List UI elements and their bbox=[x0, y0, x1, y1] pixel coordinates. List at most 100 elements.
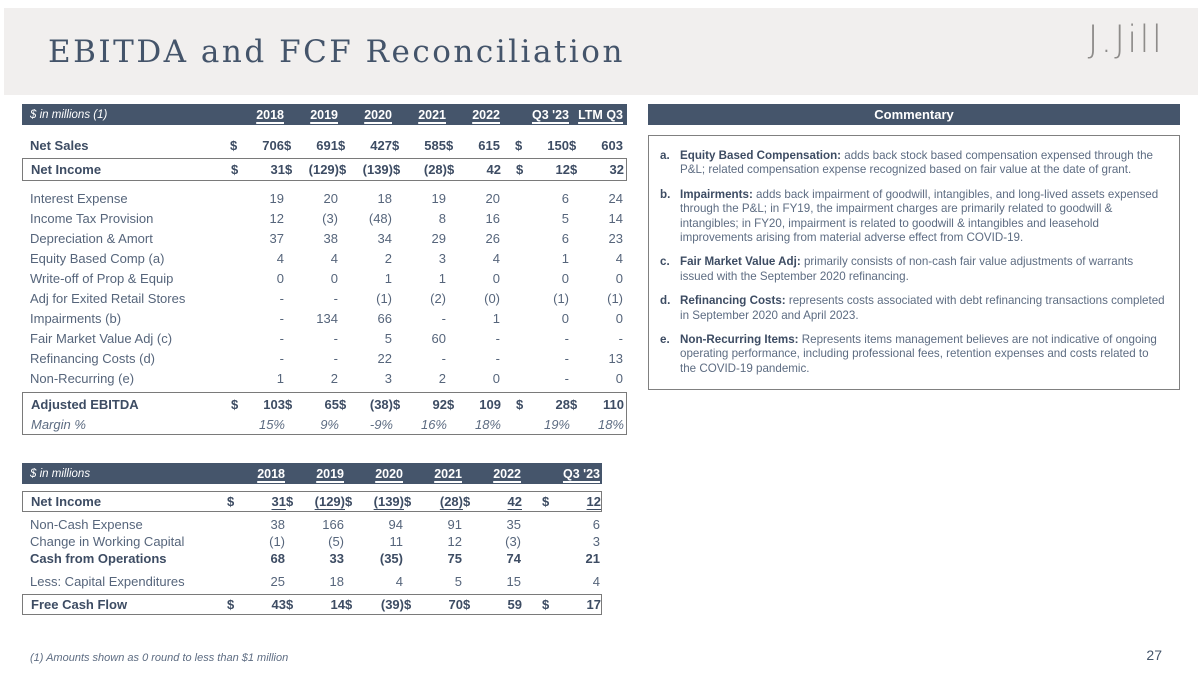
currency-symbol: $ bbox=[516, 162, 524, 177]
row-label: Impairments (b) bbox=[30, 310, 122, 326]
currency-symbol: $ bbox=[516, 396, 524, 412]
value-cell: - bbox=[230, 311, 284, 326]
cell-value: 91 bbox=[447, 517, 462, 532]
value-cell: 26 bbox=[446, 231, 500, 246]
cell-value: 20 bbox=[485, 190, 500, 206]
value-cell: 134 bbox=[284, 311, 338, 326]
currency-symbol: $ bbox=[392, 137, 400, 153]
cell-value: 24 bbox=[608, 190, 623, 206]
cell-value: (38) bbox=[369, 396, 393, 412]
value-cell: 4 bbox=[230, 251, 284, 266]
currency-symbol: $ bbox=[227, 597, 235, 612]
value-cell: 16 bbox=[446, 211, 500, 226]
cell-value: 3 bbox=[592, 534, 600, 549]
cell-value: 6 bbox=[561, 190, 569, 206]
table-row: Adj for Exited Retail Stores - - (1) (2) (0) (… bbox=[22, 288, 627, 308]
value-cell: 24 bbox=[569, 191, 623, 206]
value-cell: 1 bbox=[446, 311, 500, 326]
value-cell: 0 bbox=[569, 371, 623, 386]
cell-value: 42 bbox=[507, 494, 522, 509]
cell-value: (39) bbox=[380, 597, 404, 612]
commentary-item-text: Refinancing Costs: represents costs asso… bbox=[680, 294, 1167, 323]
cell-value: 59 bbox=[507, 597, 522, 612]
cell-value: 22 bbox=[377, 350, 392, 366]
cell-value: 427 bbox=[370, 137, 392, 153]
cell-value: 3 bbox=[384, 370, 392, 386]
table-row: Cash from Operations 68 33 (35) 75 74 21 bbox=[22, 550, 602, 567]
cell-value: 31 bbox=[271, 494, 286, 509]
cell-value: - bbox=[279, 310, 284, 326]
cell-value: 8 bbox=[438, 210, 446, 226]
value-cell: 6 bbox=[515, 231, 569, 246]
value-cell: 74 bbox=[462, 551, 521, 566]
value-cell: 33 bbox=[285, 551, 344, 566]
table-row: Interest Expense 19 20 18 19 20 6 24 bbox=[22, 188, 627, 208]
cell-value: (139) bbox=[373, 494, 404, 509]
commentary-item-body: primarily consists of non-cash fair valu… bbox=[680, 255, 1134, 283]
row-label: Margin % bbox=[31, 417, 86, 432]
value-cell: 5 bbox=[338, 331, 392, 346]
currency-symbol: $ bbox=[463, 597, 471, 612]
value-cell: $42 bbox=[463, 494, 522, 509]
value-cell: - bbox=[515, 331, 569, 346]
value-cell: $32 bbox=[570, 162, 624, 177]
cell-value: (139) bbox=[362, 162, 393, 177]
value-cell: 19% bbox=[516, 417, 570, 432]
cell-value: (5) bbox=[328, 534, 344, 549]
value-cell: - bbox=[230, 351, 284, 366]
commentary-item-letter: a. bbox=[660, 149, 670, 162]
value-cell: 4 bbox=[284, 251, 338, 266]
cell-value: (35) bbox=[379, 551, 403, 566]
table-row: Income Tax Provision 12 (3) (48) 8 16 5 14 bbox=[22, 208, 627, 228]
value-cell: (1) bbox=[226, 534, 285, 549]
commentary-item-lead: Fair Market Value Adj: bbox=[680, 255, 801, 269]
cell-value: (1) bbox=[553, 290, 569, 306]
value-cell: 18% bbox=[570, 417, 624, 432]
currency-symbol: $ bbox=[447, 396, 455, 412]
cell-value: 66 bbox=[377, 310, 392, 326]
value-cell: $ (139) bbox=[339, 162, 393, 177]
commentary-item: e. Non-Recurring Items: Represents items … bbox=[655, 333, 1167, 376]
cell-value: 14 bbox=[608, 210, 623, 226]
value-cell: $ (28) bbox=[404, 494, 463, 509]
table-row: Impairments (b) - 134 66 - 1 0 0 bbox=[22, 308, 627, 328]
row-label: Equity Based Comp (a) bbox=[30, 250, 165, 266]
cell-value: 1 bbox=[276, 370, 284, 386]
title-banner: EBITDA and FCF Reconciliation bbox=[4, 8, 1198, 95]
cell-value: 13 bbox=[608, 350, 623, 366]
value-cell: $70 bbox=[404, 597, 463, 612]
commentary-item: b. Impairments: adds back impairment of g… bbox=[655, 188, 1167, 246]
cell-value: 166 bbox=[322, 517, 344, 532]
column-header: 2021 bbox=[434, 466, 462, 481]
value-cell: (1) bbox=[515, 291, 569, 306]
value-cell: $59 bbox=[463, 597, 522, 612]
cell-value: 3 bbox=[438, 250, 446, 266]
value-cell: 4 bbox=[541, 574, 600, 589]
currency-symbol: $ bbox=[227, 494, 235, 509]
currency-symbol: $ bbox=[345, 494, 353, 509]
value-cell: - bbox=[446, 351, 500, 366]
value-cell: 14 bbox=[569, 211, 623, 226]
cell-value: 31 bbox=[270, 162, 285, 177]
cell-value: 20 bbox=[323, 190, 338, 206]
ebitda-reconciliation-table: $ in millions (1) 2018 2019 2020 2021 2022 Q3 … bbox=[22, 104, 627, 435]
row-label: Refinancing Costs (d) bbox=[30, 350, 155, 366]
cell-value: 43 bbox=[271, 597, 286, 612]
cell-value: - bbox=[441, 310, 446, 326]
currency-symbol: $ bbox=[284, 137, 292, 153]
cell-value: 109 bbox=[479, 396, 501, 412]
commentary-panel: Commentary a. Equity Based Compensation: … bbox=[648, 104, 1180, 391]
cell-value: 0 bbox=[330, 270, 338, 286]
cell-value: 134 bbox=[316, 310, 338, 326]
value-cell: 13 bbox=[569, 351, 623, 366]
value-cell: 75 bbox=[403, 551, 462, 566]
value-cell: 0 bbox=[230, 271, 284, 286]
units-label: $ in millions (1) bbox=[30, 108, 108, 121]
value-cell: $706 bbox=[230, 138, 284, 153]
cell-value: (3) bbox=[322, 210, 338, 226]
value-cell: 3 bbox=[338, 371, 392, 386]
cell-value: 4 bbox=[395, 574, 403, 589]
row-label: Cash from Operations bbox=[30, 551, 167, 566]
value-cell: - bbox=[515, 351, 569, 366]
currency-symbol: $ bbox=[345, 597, 353, 612]
